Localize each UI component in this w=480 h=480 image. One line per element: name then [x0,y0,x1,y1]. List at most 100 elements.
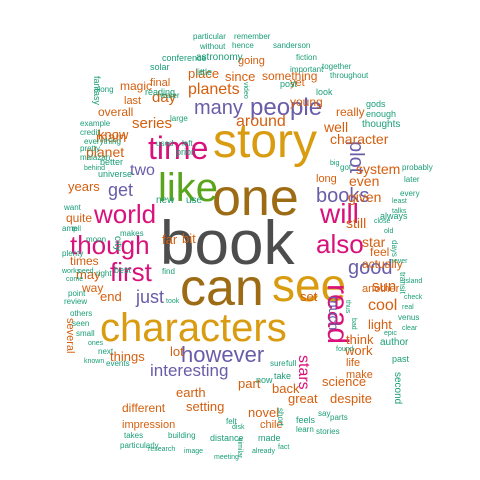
cloud-word: tell [72,226,81,233]
cloud-word: better [100,157,124,167]
cloud-word: setting [186,399,225,414]
cloud-word: yet [290,77,305,89]
cloud-word: young [290,95,323,109]
cloud-word: long [316,173,337,185]
cloud-word: quite [66,211,93,225]
cloud-word: ones [88,340,104,347]
cloud-word: things [110,349,145,364]
cloud-word: around [236,113,286,130]
cloud-word: meeting [214,454,239,461]
cloud-word: every [400,189,420,198]
cloud-word: city [112,236,123,251]
cloud-word: particular [193,32,226,41]
cloud-word: find [162,267,175,276]
cloud-word: novel [248,405,280,420]
cloud-word: first [110,257,152,287]
cloud-word: say [318,409,331,418]
cloud-word: use [186,195,203,206]
cloud-word: along [94,85,114,94]
cloud-word: works [62,268,81,275]
cloud-word: second [392,372,403,405]
cloud-word: never [390,258,408,265]
cloud-word: like [158,166,219,210]
cloud-word: character [330,131,389,147]
cloud-word: magic [120,79,153,93]
cloud-word: still [346,215,367,231]
cloud-word: short [276,408,285,426]
cloud-word: science [322,374,367,389]
cloud-word: full [286,359,297,368]
cloud-word: another [362,283,400,295]
cloud-word: venus [398,313,420,322]
cloud-word: point [68,289,86,298]
cloud-word: time [148,130,209,166]
cloud-word: make [346,369,373,381]
cloud-word: good [348,257,393,279]
cloud-word: planet [86,144,125,160]
cloud-word: prior [176,147,195,157]
cloud-word: right [96,269,112,278]
cloud-word: lot [170,344,184,359]
cloud-word: least [392,198,407,205]
cloud-word: took [166,298,180,305]
cloud-word: moon [86,235,107,244]
cloud-word: days [390,240,399,257]
cloud-word: since [225,69,256,84]
cloud-word: review [64,297,88,306]
cloud-word: day [152,89,177,106]
cloud-word: get [108,180,134,200]
cloud-word: new [156,195,175,206]
cloud-word: important [290,65,324,74]
cloud-word: work [345,343,373,358]
cloud-word: thus [344,300,351,314]
cloud-word: similar [236,438,243,459]
cloud-word: however [181,342,265,367]
cloud-word: chile [260,419,283,431]
cloud-word: disk [232,424,245,431]
cloud-word: malazan [80,153,111,162]
cloud-word: overall [98,105,134,119]
cloud-word: going [238,55,265,67]
cloud-word: already [252,448,275,455]
cloud-word: close [374,218,391,225]
cloud-word: feels [296,415,316,425]
cloud-word: system [356,161,401,177]
cloud-word: everything [84,137,121,146]
cloud-word: post [280,79,298,89]
cloud-word: times [70,254,99,268]
cloud-word: large [170,114,188,123]
cloud-word: back [272,381,300,396]
cloud-word: light [368,317,392,332]
cloud-word: used [156,139,174,148]
cloud-word: learn [296,425,314,434]
cloud-word: bad [350,318,357,330]
cloud-word: actually [362,257,403,271]
cloud-word: together [322,62,352,71]
cloud-word: set [300,289,318,304]
cloud-word: fact [278,444,290,451]
cloud-word: past [392,354,410,364]
cloud-word: throughout [330,71,369,80]
cloud-word: bit [182,231,196,246]
cloud-word: also [316,229,364,259]
cloud-word: many [194,97,243,119]
cloud-word: cool [368,297,398,314]
cloud-word: really [336,105,365,119]
cloud-word: book [160,209,295,278]
cloud-word: way [82,281,104,295]
cloud-word: life [346,357,361,369]
cloud-word: part [238,376,261,391]
cloud-word: something [262,69,318,83]
cloud-word: come [66,276,84,283]
cloud-word: reading [145,87,176,97]
cloud-word: image [184,448,204,455]
cloud-word: little [196,67,213,77]
cloud-word: remember [234,32,271,41]
cloud-word: one [212,169,299,227]
cloud-word: amp [62,224,78,233]
cloud-word: distance [210,433,244,443]
cloud-word: will [320,198,359,229]
cloud-word: always [380,211,408,221]
cloud-word: years [68,179,100,194]
cloud-word: probably [402,163,433,172]
